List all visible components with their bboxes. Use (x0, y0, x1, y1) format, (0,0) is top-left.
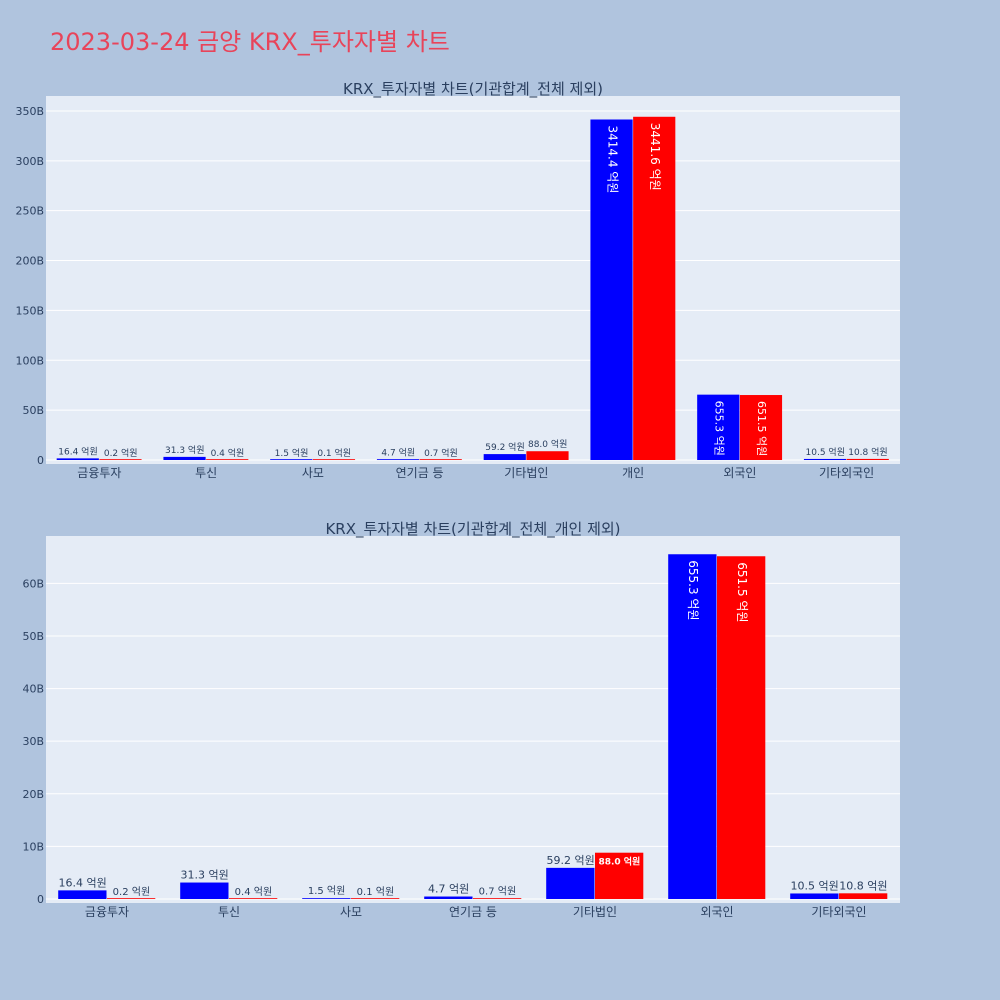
y-tick-label: 60B (22, 577, 44, 590)
bar (483, 454, 526, 460)
bar (846, 458, 889, 460)
y-tick-label: 100B (15, 354, 44, 367)
data-label: 0.2 억원 (113, 886, 150, 898)
data-label: 655.3 억원 (686, 560, 700, 620)
data-label: 655.3 억원 (713, 401, 726, 456)
bar (376, 459, 420, 460)
bar (351, 898, 400, 899)
y-tick-label: 10B (22, 840, 44, 853)
bar (419, 459, 462, 460)
chart-title: KRX_투자자별 차트(기관합계_전체 제외) (343, 80, 603, 99)
bar (717, 556, 766, 899)
bar (58, 890, 107, 899)
bar (595, 852, 644, 899)
bar (839, 893, 888, 899)
x-tick-label: 기타외국인 (819, 466, 874, 480)
x-tick-label: 연기금 등 (449, 905, 497, 919)
x-tick-label: 사모 (302, 466, 324, 480)
x-tick-label: 연기금 등 (396, 466, 444, 480)
bar (803, 458, 847, 460)
y-tick-label: 40B (22, 683, 44, 696)
data-label: 3414.4 억원 (605, 125, 619, 193)
data-label: 10.5 억원 (806, 446, 845, 458)
data-label: 0.4 억원 (235, 886, 272, 898)
data-label: 4.7 억원 (428, 883, 469, 896)
data-label: 0.2 억원 (104, 447, 138, 459)
data-label: 16.4 억원 (58, 445, 97, 457)
y-tick-label: 0 (37, 454, 44, 467)
data-label: 1.5 억원 (308, 885, 345, 897)
data-label: 0.4 억원 (211, 447, 245, 459)
data-label: 59.2 억원 (546, 854, 594, 867)
bar (526, 451, 569, 460)
data-label: 31.3 억원 (165, 444, 204, 456)
x-tick-label: 외국인 (723, 466, 756, 480)
data-label: 10.8 억원 (848, 446, 887, 458)
bar (546, 867, 595, 899)
bar (56, 458, 99, 460)
x-tick-label: 사모 (340, 905, 362, 919)
data-label: 10.5 억원 (790, 879, 838, 892)
data-label: 1.5 억원 (275, 447, 309, 459)
x-tick-label: 투신 (218, 905, 240, 919)
bar (107, 898, 156, 899)
y-tick-label: 20B (22, 788, 44, 801)
data-label: 88.0 억원 (598, 856, 640, 868)
bar (229, 898, 278, 899)
y-tick-label: 350B (15, 105, 44, 118)
bar (590, 119, 633, 460)
bar (302, 898, 351, 899)
y-tick-label: 150B (15, 304, 44, 317)
x-tick-label: 외국인 (700, 905, 733, 919)
chart-title: KRX_투자자별 차트(기관합계_전체_개인 제외) (325, 520, 620, 539)
x-tick-label: 기타법인 (504, 466, 548, 480)
data-label: 4.7 억원 (381, 447, 415, 459)
data-label: 0.7 억원 (479, 886, 516, 898)
y-tick-label: 300B (15, 155, 44, 168)
y-tick-label: 50B (22, 404, 44, 417)
x-tick-label: 기타외국인 (811, 905, 866, 919)
y-tick-label: 30B (22, 735, 44, 748)
data-label: 0.1 억원 (357, 886, 394, 898)
bar (424, 896, 473, 899)
data-label: 0.7 억원 (424, 447, 458, 459)
plot-area (46, 536, 900, 903)
bar (99, 459, 142, 460)
data-label: 31.3 억원 (180, 869, 228, 882)
x-tick-label: 금융투자 (77, 466, 121, 480)
data-label: 0.1 억원 (317, 447, 351, 459)
data-label: 651.5 억원 (735, 562, 749, 622)
bar (270, 459, 313, 460)
data-label: 16.4 억원 (58, 876, 106, 889)
chart-panel-1: 0 50B 100B 150B 200B 250B 300B 350B KRX_투자자별 차트(… (15, 80, 900, 480)
chart-panel-2: 0 10B 20B 30B 40B 50B 60B KRX_투자자별 차트(기관합계_전체_개… (22, 520, 900, 919)
data-label: 3441.6 억원 (648, 123, 662, 191)
bar (180, 882, 229, 899)
bar (473, 898, 522, 899)
bar (668, 554, 717, 899)
data-label: 88.0 억원 (528, 438, 567, 450)
bar (312, 459, 356, 460)
x-tick-label: 금융투자 (85, 905, 129, 919)
y-tick-label: 0 (37, 893, 44, 906)
y-tick-label: 250B (15, 205, 44, 218)
data-label: 10.8 억원 (839, 879, 887, 892)
bar (633, 116, 676, 461)
x-tick-label: 기타법인 (573, 905, 617, 919)
y-tick-label: 200B (15, 255, 44, 268)
bar (206, 459, 249, 460)
bar (790, 893, 839, 899)
data-label: 59.2 억원 (485, 441, 524, 453)
bar (697, 394, 740, 460)
page-title: 2023-03-24 금양 KRX_투자자별 차트 (50, 28, 450, 56)
y-tick-label: 50B (22, 630, 44, 643)
bar (163, 456, 206, 460)
bar (739, 395, 783, 460)
x-tick-label: 투신 (195, 466, 217, 480)
x-tick-label: 개인 (622, 466, 644, 480)
data-label: 651.5 억원 (755, 401, 768, 456)
